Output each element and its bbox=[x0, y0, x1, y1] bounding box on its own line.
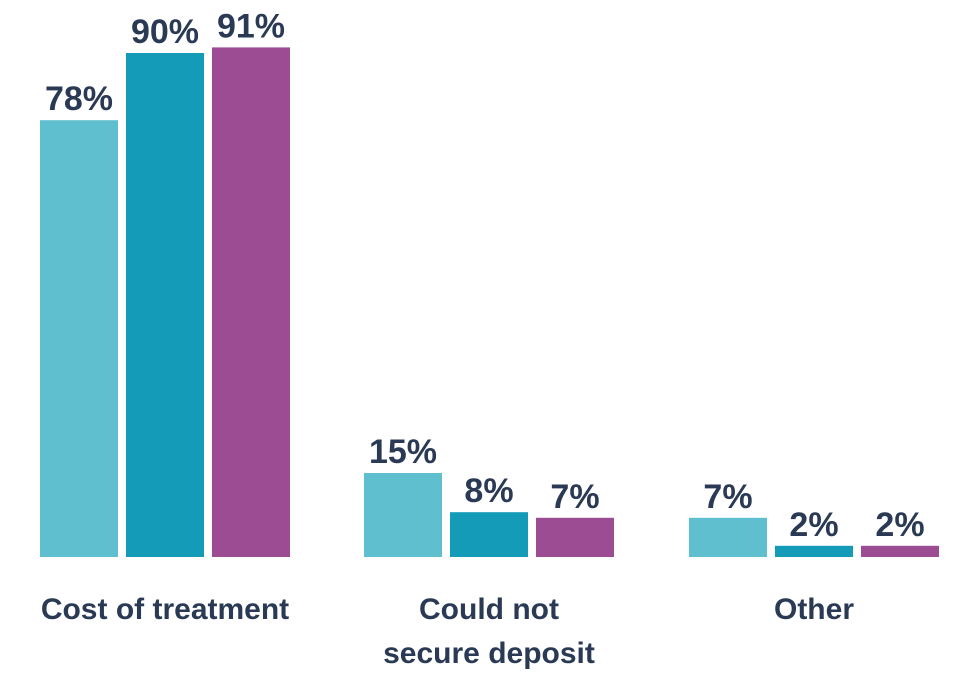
value-label-0-0: 78% bbox=[45, 80, 113, 118]
value-label-1-1: 8% bbox=[464, 472, 513, 510]
bar-0-1 bbox=[126, 53, 204, 557]
bar-2-2 bbox=[861, 545, 939, 557]
bar-1-2 bbox=[536, 517, 614, 557]
value-label-0-2: 91% bbox=[217, 7, 285, 45]
bar-2-0 bbox=[689, 517, 767, 557]
value-labels-layer: 78% 90% 91% 15% 8% 7% 7% 2% 2% bbox=[45, 7, 925, 543]
category-label-1-0: Could not bbox=[419, 593, 559, 626]
bar-2-1 bbox=[775, 545, 853, 557]
value-label-1-0: 15% bbox=[369, 433, 437, 471]
bars-layer bbox=[40, 47, 939, 558]
category-label-2-0: Other bbox=[774, 593, 854, 626]
category-label-1-1: secure deposit bbox=[383, 637, 595, 670]
bar-1-0 bbox=[364, 473, 442, 557]
value-label-2-2: 2% bbox=[875, 506, 924, 544]
bar-0-2 bbox=[212, 47, 290, 558]
value-label-2-1: 2% bbox=[789, 506, 838, 544]
bar-0-0 bbox=[40, 120, 118, 557]
value-label-2-0: 7% bbox=[703, 478, 752, 516]
category-labels-layer: Cost of treatment Could not secure deposit… bbox=[41, 593, 855, 670]
value-label-0-1: 90% bbox=[131, 13, 199, 51]
bar-1-1 bbox=[450, 512, 528, 557]
category-label-0-0: Cost of treatment bbox=[41, 593, 289, 626]
value-label-1-2: 7% bbox=[550, 478, 599, 516]
